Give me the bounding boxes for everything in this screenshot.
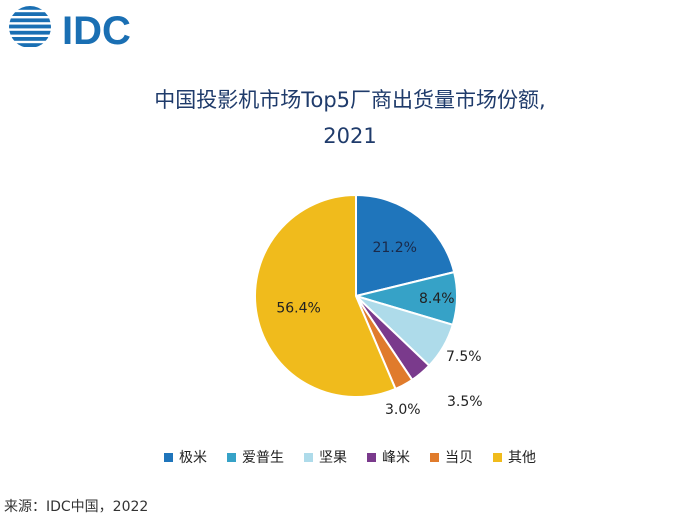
pie-slice bbox=[254, 193, 397, 398]
legend-item: 当贝 bbox=[430, 447, 473, 467]
slice-data-label: 56.4% bbox=[276, 301, 320, 317]
slice-data-label: 3.5% bbox=[447, 394, 483, 410]
legend-item: 爱普生 bbox=[227, 447, 284, 467]
chart-title-line1: 中国投影机市场Top5厂商出货量市场份额, bbox=[154, 88, 546, 112]
legend-swatch bbox=[227, 452, 236, 462]
legend-label: 爱普生 bbox=[242, 450, 284, 466]
globe-icon bbox=[9, 6, 51, 47]
slice-data-label: 7.5% bbox=[446, 349, 482, 365]
slice-data-label: 8.4% bbox=[419, 291, 455, 307]
legend-label: 峰米 bbox=[382, 450, 410, 466]
legend-swatch bbox=[367, 452, 376, 462]
legend-swatch bbox=[164, 452, 173, 462]
legend-item: 极米 bbox=[164, 447, 207, 467]
idc-logo-text: IDC bbox=[62, 9, 131, 52]
idc-logo: IDC bbox=[4, 2, 164, 53]
legend-swatch bbox=[493, 452, 502, 462]
chart-title-line2: 2021 bbox=[323, 124, 377, 148]
legend-label: 坚果 bbox=[319, 450, 347, 466]
legend-item: 其他 bbox=[493, 447, 536, 467]
chart-legend: 极米 爱普生 坚果 峰米 当贝 其他 bbox=[0, 447, 700, 467]
source-note: 来源：IDC中国，2022 bbox=[4, 499, 149, 515]
legend-swatch bbox=[304, 452, 313, 462]
legend-item: 坚果 bbox=[304, 447, 347, 467]
legend-swatch bbox=[430, 452, 439, 462]
pie-slice bbox=[355, 193, 456, 298]
slice-data-label: 21.2% bbox=[372, 240, 416, 256]
legend-label: 当贝 bbox=[445, 450, 473, 466]
legend-label: 其他 bbox=[508, 450, 536, 466]
legend-label: 极米 bbox=[179, 450, 207, 466]
legend-item: 峰米 bbox=[367, 447, 410, 467]
slice-data-label: 3.0% bbox=[385, 402, 421, 418]
chart-title: 中国投影机市场Top5厂商出货量市场份额, 2021 bbox=[0, 82, 700, 154]
